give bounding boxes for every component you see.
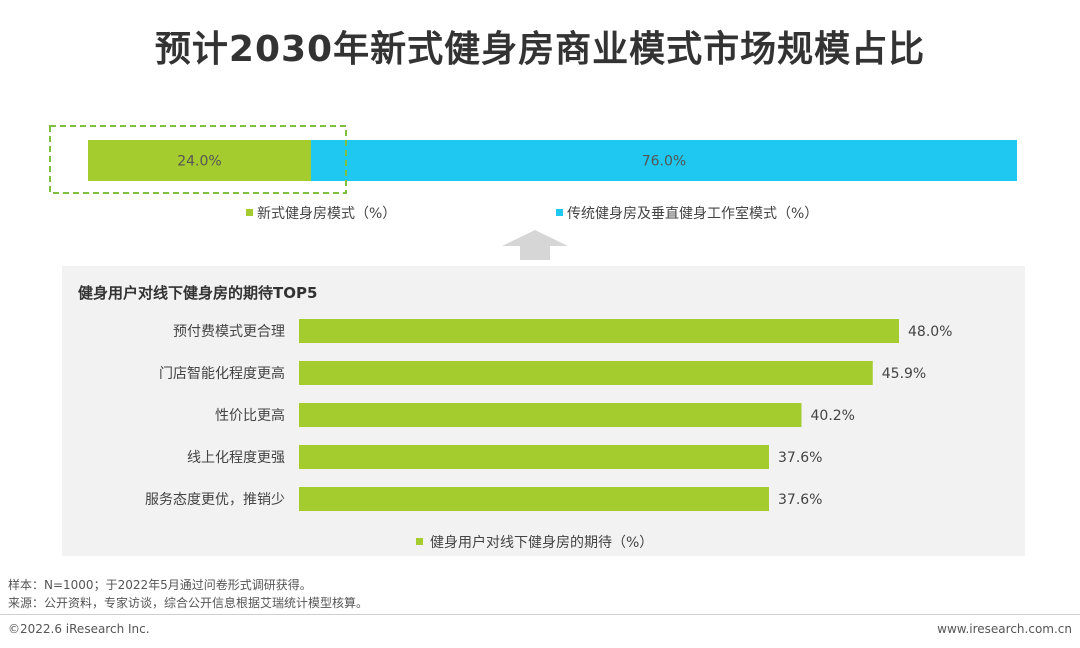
legend-label: 健身用户对线下健身房的期待（%） [430, 534, 653, 551]
stacked-bar-label-2: 76.0% [642, 154, 686, 170]
page-title: 预计2030年新式健身房商业模式市场规模占比 [154, 29, 926, 70]
footer-divider [0, 614, 1080, 615]
value-label-2: 45.9% [882, 366, 926, 382]
legend-marker [416, 538, 423, 545]
source-note: 来源：公开资料，专家访谈，综合公开信息根据艾瑞统计模型核算。 [8, 596, 369, 610]
highlight-dashed-box [49, 125, 347, 194]
market-share-stacked-chart: 24.0% 76.0% 新式健身房模式（%） 传统健身房及垂直健身工作室模式（%） [49, 125, 1018, 222]
value-label-1: 48.0% [908, 324, 952, 340]
value-label-4: 37.6% [778, 450, 822, 466]
expectations-bar-chart: 预付费模式更合理 48.0% 门店智能化程度更高 45.9% 性价比更高 40.2% 线上化… [145, 319, 952, 551]
value-label-3: 40.2% [811, 408, 855, 424]
copyright: ©2022.6 iResearch Inc. [8, 622, 150, 636]
website-url: www.iresearch.com.cn [937, 622, 1072, 636]
sample-note: 样本：N=1000；于2022年5月通过问卷形式调研获得。 [8, 578, 312, 592]
legend-marker-2 [556, 209, 563, 216]
up-arrow-icon [502, 230, 568, 260]
stacked-bar-segment-1 [88, 140, 311, 181]
category-label-1: 预付费模式更合理 [173, 324, 285, 340]
legend-marker-1 [246, 209, 253, 216]
bar-1 [299, 319, 899, 343]
category-label-2: 门店智能化程度更高 [159, 365, 285, 382]
bar-3 [299, 403, 802, 427]
category-label-3: 性价比更高 [215, 407, 285, 424]
stacked-bar-label-1: 24.0% [177, 154, 221, 170]
panel-title: 健身用户对线下健身房的期待TOP5 [78, 284, 318, 302]
expectations-panel: 健身用户对线下健身房的期待TOP5 预付费模式更合理 48.0% 门店智能化程度更高… [62, 266, 1025, 556]
stacked-bar-segment-2 [310, 140, 1018, 181]
legend-label-1: 新式健身房模式（%） [257, 206, 396, 222]
category-label-4: 线上化程度更强 [187, 450, 285, 466]
category-label-5: 服务态度更优，推销少 [145, 492, 285, 508]
bar-5 [299, 487, 769, 511]
bar-2 [299, 361, 873, 385]
value-label-5: 37.6% [778, 492, 822, 508]
bar-4 [299, 445, 769, 469]
legend-label-2: 传统健身房及垂直健身工作室模式（%） [567, 205, 818, 222]
